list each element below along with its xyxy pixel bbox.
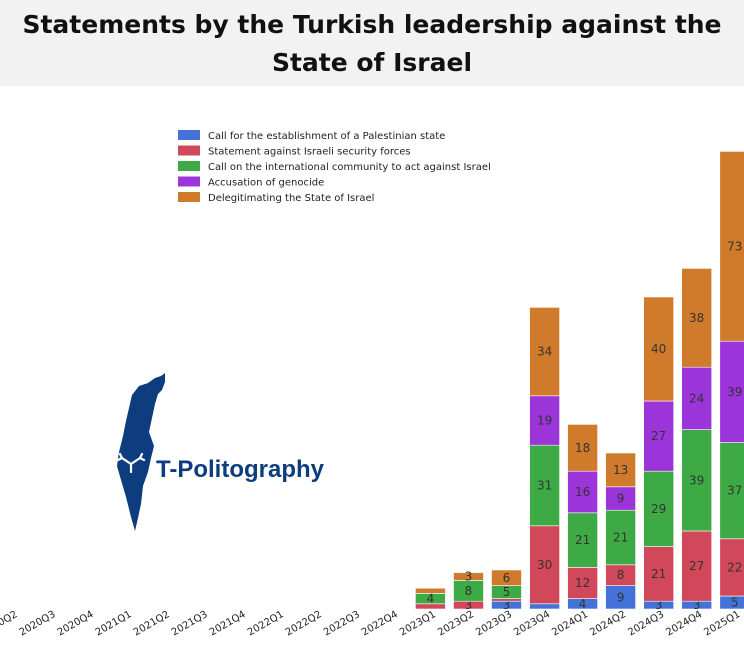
- legend-label: Delegitimating the State of Israel: [208, 193, 374, 204]
- data-label: 9: [617, 492, 625, 506]
- legend-swatch: [178, 161, 200, 171]
- x-tick-label: 2020Q3: [18, 609, 58, 638]
- logo-text: T-Politography: [156, 456, 325, 483]
- x-tick-label: 2020Q4: [56, 609, 96, 638]
- data-label: 30: [537, 558, 552, 572]
- x-tick-label: 2025Q1: [702, 609, 742, 638]
- x-tick-label: 2023Q4: [512, 609, 552, 638]
- data-label: 21: [651, 567, 666, 581]
- data-label: 39: [727, 385, 742, 399]
- chart-bars: 4 383356303119344122116189821913321292740…: [415, 151, 744, 612]
- data-label: 73: [727, 239, 742, 253]
- bar-segment: [491, 569, 522, 586]
- x-tick-label: 2024Q4: [664, 609, 704, 638]
- data-label: 12: [575, 576, 590, 590]
- x-tick-label: 2021Q3: [170, 609, 210, 638]
- bar-segment: [643, 546, 675, 602]
- x-tick-label: 2023Q2: [436, 609, 476, 638]
- bar-segment: [567, 567, 598, 599]
- x-tick-label: 2022Q1: [246, 609, 286, 638]
- bar-segment: [605, 452, 636, 488]
- data-label: 40: [651, 342, 666, 356]
- data-label: 21: [613, 531, 628, 545]
- x-tick-label: 2021Q2: [132, 609, 172, 638]
- x-tick-label: 2024Q3: [626, 609, 666, 638]
- legend-label: Accusation of genocide: [208, 178, 324, 189]
- data-label: 13: [613, 463, 628, 477]
- bar-segment: [567, 512, 598, 568]
- data-label: 31: [537, 479, 552, 493]
- bar-segment: [529, 603, 560, 610]
- bar-segment: [529, 307, 560, 397]
- data-label: 5: [503, 585, 511, 599]
- data-label: 24: [689, 391, 704, 405]
- data-label: 27: [689, 559, 704, 573]
- bar-segment: [681, 366, 713, 430]
- x-tick-label: 2024Q1: [550, 609, 590, 638]
- data-label: 27: [651, 429, 666, 443]
- data-label: 4: [427, 592, 435, 606]
- legend-label: Statement against Israeli security force…: [208, 147, 411, 158]
- x-tick-label: 2021Q4: [208, 609, 248, 638]
- data-label: 21: [575, 533, 590, 547]
- legend-swatch: [178, 192, 200, 202]
- fork-arrows-icon: [116, 452, 146, 474]
- bar-segment: [719, 340, 744, 443]
- x-axis-ticks: 0Q22020Q32020Q42021Q12021Q22021Q32021Q42…: [0, 609, 742, 638]
- israel-map-icon: [117, 373, 165, 531]
- bar-segment: [719, 442, 744, 540]
- legend-swatch: [178, 176, 200, 187]
- bar-segment: [529, 444, 560, 527]
- x-tick-label: 2024Q2: [588, 609, 628, 638]
- data-label: 39: [689, 473, 704, 487]
- data-label: 3: [503, 598, 511, 612]
- data-label: 3: [693, 598, 701, 612]
- data-label: 19: [537, 414, 552, 428]
- x-tick-label: 2022Q2: [284, 609, 324, 638]
- logo: T-Politography: [116, 373, 325, 531]
- bar-segment: [719, 538, 744, 597]
- bar-segment: [453, 572, 484, 581]
- data-label: 16: [575, 485, 590, 499]
- bar-segment: [643, 296, 675, 402]
- bar-segment: [681, 268, 713, 368]
- x-tick-label: 2023Q1: [398, 609, 438, 638]
- data-label: 3: [465, 598, 473, 612]
- data-label: 18: [575, 441, 590, 455]
- data-label: 37: [727, 484, 742, 498]
- data-label: 6: [503, 571, 511, 585]
- bar-segment: [719, 151, 744, 342]
- x-tick-label: 2022Q4: [360, 609, 400, 638]
- chart-legend: Call for the establishment of a Palestin…: [178, 130, 491, 204]
- legend-swatch: [178, 130, 200, 140]
- data-label: 4: [579, 597, 587, 611]
- bar-segment: [681, 429, 713, 532]
- bar-segment: [415, 587, 446, 594]
- bar-segment: [529, 395, 560, 446]
- bar-segment: [643, 470, 675, 547]
- data-label: 8: [465, 584, 473, 598]
- chart-title: Statements by the Turkish leadership aga…: [22, 10, 722, 77]
- x-tick-label: 2023Q3: [474, 609, 514, 638]
- data-label: 9: [617, 590, 625, 604]
- data-label: 3: [465, 570, 473, 584]
- x-tick-label: 0Q2: [0, 609, 19, 629]
- bar-segment: [605, 509, 636, 566]
- data-label: 22: [727, 560, 742, 574]
- data-label: 29: [651, 502, 666, 516]
- data-label: 34: [537, 345, 552, 359]
- title-band: [0, 0, 744, 86]
- x-tick-label: 2022Q3: [322, 609, 362, 638]
- x-tick-label: 2021Q1: [94, 609, 134, 638]
- data-label: 38: [689, 311, 704, 325]
- data-label: 3: [655, 598, 663, 612]
- data-label: 8: [617, 568, 625, 582]
- data-label: 5: [731, 596, 739, 610]
- bar-segment: [567, 424, 598, 472]
- legend-swatch: [178, 145, 200, 156]
- legend-label: Call for the establishment of a Palestin…: [208, 131, 445, 142]
- bar-segment: [567, 470, 598, 514]
- legend-label: Call on the international community to a…: [208, 162, 491, 173]
